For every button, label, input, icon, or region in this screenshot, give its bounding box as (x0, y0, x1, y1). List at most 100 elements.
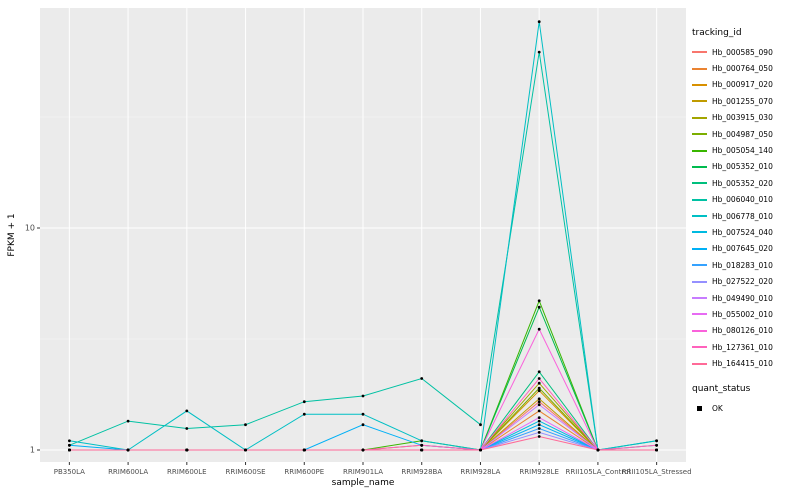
data-point (302, 412, 306, 416)
data-point (537, 403, 541, 407)
data-point (655, 448, 658, 452)
legend-quant-status-block: quant_status OK (692, 384, 798, 416)
data-point (302, 448, 306, 452)
data-point (596, 448, 600, 452)
legend-item-Hb_003915_030: Hb_003915_030 (692, 110, 798, 126)
legend-item-Hb_000585_090: Hb_000585_090 (692, 44, 798, 60)
legend-item-Hb_027522_020: Hb_027522_020 (692, 273, 798, 289)
legend-item-Hb_000764_050: Hb_000764_050 (692, 60, 798, 76)
legend-line-key-icon (692, 165, 707, 168)
legend-line-key-icon (692, 215, 707, 218)
legend-item-quant-ok: OK (692, 400, 798, 416)
data-point (126, 448, 130, 452)
legend-line-key-icon (692, 247, 707, 250)
legend-item-Hb_049490_010: Hb_049490_010 (692, 290, 798, 306)
data-point (537, 431, 541, 434)
data-point (537, 409, 541, 413)
legend-title-tracking-id: tracking_id (692, 28, 742, 38)
quant-ok-point-icon (697, 405, 702, 411)
legend-item-Hb_004987_050: Hb_004987_050 (692, 126, 798, 142)
data-point (537, 419, 541, 423)
legend-item-label: Hb_006040_010 (712, 195, 773, 205)
legend-line-key-icon (692, 116, 707, 119)
legend-line-key-icon (692, 346, 707, 349)
y-tick-label: 10 (25, 224, 35, 233)
data-point (537, 370, 541, 374)
legend-item-Hb_005352_010: Hb_005352_010 (692, 159, 798, 175)
legend-item-Hb_055002_010: Hb_055002_010 (692, 306, 798, 322)
data-point (479, 423, 482, 427)
legend-line-key-icon (692, 133, 707, 136)
x-tick-label: RRIM600LE (167, 468, 207, 476)
data-point (185, 448, 189, 452)
data-point (537, 299, 541, 303)
data-point (537, 427, 541, 430)
x-tick-label: PB350LA (54, 468, 85, 476)
data-point (655, 443, 658, 447)
x-tick-label: RRIM600PE (284, 468, 324, 476)
legend-item-label: Hb_007645_020 (712, 244, 773, 254)
legend-item-label: Hb_005352_020 (712, 178, 773, 188)
data-point (420, 448, 424, 452)
data-point (302, 400, 306, 404)
y-axis-title: FPKM + 1 (7, 213, 17, 257)
data-point (68, 443, 71, 447)
data-point (537, 377, 541, 380)
data-point (537, 305, 541, 309)
legend-item-Hb_001255_070: Hb_001255_070 (692, 93, 798, 109)
data-point (537, 50, 541, 54)
legend-line-key-icon (692, 83, 707, 86)
legend-line-key-icon (692, 182, 707, 185)
data-point (244, 423, 247, 427)
legend-line-key-icon (692, 313, 707, 316)
data-point (479, 448, 482, 452)
legend-line-key-icon (692, 297, 707, 300)
legend-item-label: Hb_005352_010 (712, 162, 773, 172)
data-point (537, 381, 541, 385)
legend-line-key-icon (692, 231, 707, 234)
data-point (537, 386, 541, 390)
legend-line-key-icon (692, 280, 707, 283)
legend-item-Hb_018283_010: Hb_018283_010 (692, 257, 798, 273)
legend-item-Hb_005352_020: Hb_005352_020 (692, 175, 798, 191)
data-point (185, 409, 189, 413)
legend-item-label: Hb_006778_010 (712, 211, 773, 221)
x-tick-label: RRIM600LA (108, 468, 148, 476)
data-point (244, 448, 247, 452)
legend-item-Hb_080126_010: Hb_080126_010 (692, 323, 798, 339)
legend-item-label: Hb_127361_010 (712, 342, 773, 352)
legend-line-key-icon (692, 149, 707, 152)
legend-item-Hb_007524_040: Hb_007524_040 (692, 224, 798, 240)
data-point (361, 412, 365, 416)
legend-line-key-icon (692, 329, 707, 332)
legend-item-label: Hb_004987_050 (712, 129, 773, 139)
data-point (537, 435, 541, 438)
y-tick-label: 1 (30, 446, 35, 455)
data-point (126, 419, 130, 423)
legend-item-label: OK (712, 403, 723, 413)
data-point (537, 416, 541, 419)
data-point (420, 443, 424, 447)
legend-item-label: Hb_000917_020 (712, 80, 773, 90)
legend-item-label: Hb_000585_090 (712, 47, 773, 57)
legend-item-label: Hb_027522_020 (712, 277, 773, 287)
legend-item-Hb_006040_010: Hb_006040_010 (692, 192, 798, 208)
legend-line-key-icon (692, 67, 707, 70)
legend-item-Hb_000917_020: Hb_000917_020 (692, 77, 798, 93)
data-point (361, 394, 365, 398)
data-point (185, 427, 189, 430)
x-tick-label: RRIM928BA (401, 468, 442, 476)
legend: tracking_id Hb_000585_090 Hb_000764_050 Hb… (692, 28, 798, 416)
legend-item-Hb_127361_010: Hb_127361_010 (692, 339, 798, 355)
legend-item-Hb_164415_010: Hb_164415_010 (692, 355, 798, 371)
data-point (537, 423, 541, 427)
x-axis-title: sample_name (331, 478, 395, 488)
legend-item-label: Hb_001255_070 (712, 96, 773, 106)
x-tick-label: RRIM600SE (226, 468, 266, 476)
legend-item-Hb_005054_140: Hb_005054_140 (692, 142, 798, 158)
data-point (361, 448, 365, 452)
x-tick-label: RRIM928LA (460, 468, 500, 476)
data-point (420, 377, 424, 380)
legend-item-Hb_007645_020: Hb_007645_020 (692, 241, 798, 257)
